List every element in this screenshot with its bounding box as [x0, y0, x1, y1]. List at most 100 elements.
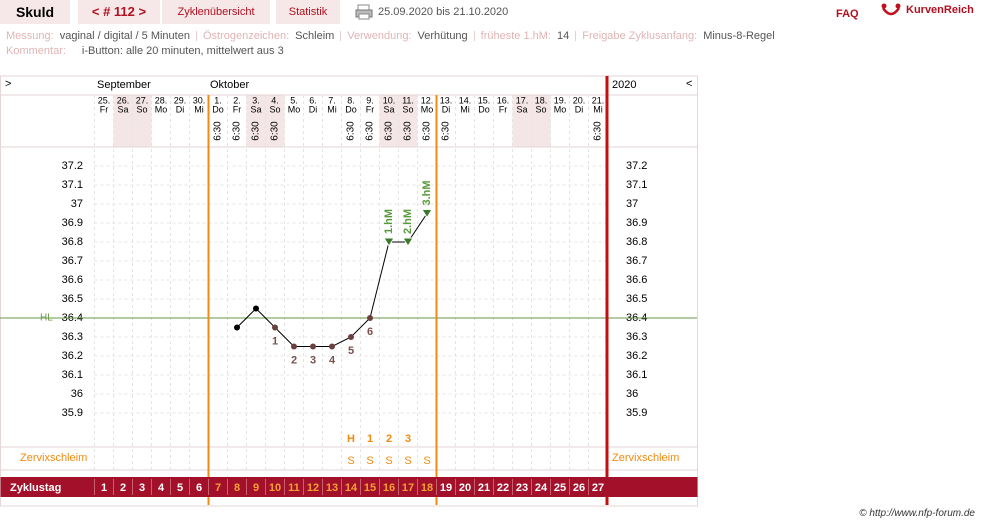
- cycle-day: 20: [459, 482, 471, 494]
- measure-time: 6:30: [251, 121, 262, 141]
- y-tick-label: 37.2: [626, 160, 647, 172]
- footer: © http://www.nfp-forum.de: [859, 508, 975, 519]
- measure-time: 6:30: [441, 121, 452, 141]
- month-label: Oktober: [210, 79, 249, 91]
- weekend-shade: [379, 95, 399, 147]
- weekday: Mo: [554, 104, 567, 114]
- weekend-shade: [265, 95, 285, 147]
- faq-link[interactable]: FAQ: [836, 8, 859, 20]
- measure-time: 6:30: [593, 121, 604, 141]
- y-tick-label: 36.3: [626, 331, 647, 343]
- cycle-day-bar: [0, 477, 698, 497]
- nav-left[interactable]: >: [5, 78, 11, 90]
- cycle-day: 12: [307, 482, 319, 494]
- tab[interactable]: Statistik: [276, 0, 340, 24]
- temperature-point: [310, 343, 316, 350]
- low-label: 2: [291, 354, 297, 366]
- cycle-day: 17: [402, 482, 414, 494]
- y-tick-label: 37.1: [626, 179, 647, 191]
- year-label: 2020: [612, 79, 636, 91]
- day-number: 19.: [554, 95, 567, 105]
- cover-line-label: HL: [40, 313, 53, 324]
- weekday: Sa: [250, 104, 261, 114]
- day-number: 6.: [309, 95, 317, 105]
- day-number: 1.: [214, 95, 222, 105]
- info-value: Verhütung: [417, 30, 468, 42]
- cycle-day: 21: [478, 482, 490, 494]
- y-tick-label: 36.8: [62, 236, 83, 248]
- cycle-day: 5: [177, 482, 183, 494]
- chart-name: Skuld: [0, 0, 70, 24]
- y-tick-label: 35.9: [626, 407, 647, 419]
- date-range: 25.09.2020 bis 21.10.2020: [378, 6, 509, 18]
- day-number: 14.: [459, 95, 472, 105]
- y-tick-label: 37: [626, 198, 638, 210]
- peak-label: 3: [405, 433, 411, 445]
- measure-time: 6:30: [365, 121, 376, 141]
- print-icon[interactable]: [355, 4, 373, 20]
- temperature-point: [348, 334, 354, 340]
- day-number: 27.: [136, 95, 149, 105]
- temperature-point: [367, 315, 373, 321]
- info-value: 14: [557, 30, 570, 42]
- cycle-day: 4: [158, 482, 165, 494]
- temperature-point: [253, 305, 259, 312]
- info-label: Messung:: [6, 30, 54, 42]
- day-number: 16.: [497, 95, 510, 105]
- cervix-label: Zervixschleim: [612, 452, 679, 464]
- weekday: Mi: [460, 104, 470, 114]
- weekday: So: [136, 104, 147, 114]
- high-label: 1.hM: [383, 209, 395, 234]
- y-tick-label: 36.2: [626, 350, 647, 362]
- weekday: Di: [176, 104, 185, 114]
- weekday: So: [402, 104, 413, 114]
- info-value: Minus-8-Regel: [703, 30, 775, 42]
- day-number: 25.: [98, 95, 111, 105]
- temperature-point: [329, 343, 335, 350]
- day-number: 18.: [535, 95, 548, 105]
- day-number: 20.: [573, 95, 586, 105]
- weekend-shade: [246, 95, 266, 147]
- day-number: 7.: [328, 95, 336, 105]
- cycle-day: 6: [196, 482, 202, 494]
- day-number: 26.: [117, 95, 130, 105]
- high-label: 3.hM: [421, 180, 433, 205]
- separator: [195, 31, 197, 42]
- cycle-day: 8: [234, 482, 240, 494]
- low-label: 3: [310, 354, 316, 366]
- cycle-day: 1: [101, 482, 107, 494]
- temperature-point: [234, 324, 240, 331]
- chart-frame: [0, 75, 698, 507]
- weekday: Do: [212, 104, 224, 114]
- logo[interactable]: KurvenReich: [906, 4, 974, 16]
- cycle-day: 22: [497, 482, 509, 494]
- day-number: 11.: [402, 95, 414, 105]
- info-label: Freigabe Zyklusanfang:: [582, 30, 698, 42]
- cervix-value: S: [423, 455, 430, 467]
- day-number: 3.: [252, 95, 260, 105]
- day-number: 10.: [383, 95, 396, 105]
- day-number: 30.: [193, 95, 206, 105]
- comment-line: Kommentar: i-Button: alle 20 minuten, mit…: [6, 45, 290, 57]
- low-label: 4: [329, 354, 336, 366]
- y-tick-label: 36.9: [626, 217, 647, 229]
- y-tick-label: 36.3: [62, 331, 83, 343]
- day-number: 2.: [233, 95, 241, 105]
- day-number: 29.: [174, 95, 187, 105]
- nav-right: <: [686, 78, 692, 90]
- measure-time: 6:30: [270, 121, 281, 141]
- y-tick-label: 36.7: [62, 255, 83, 267]
- info-value: vaginal / digital / 5 Minuten: [59, 30, 190, 42]
- cycle-nav[interactable]: < # 112 >: [78, 0, 160, 24]
- y-tick-label: 36.5: [62, 293, 83, 305]
- weekday: Mi: [327, 104, 337, 114]
- y-tick-label: 36.6: [62, 274, 83, 286]
- y-tick-label: 36.5: [626, 293, 647, 305]
- tab[interactable]: Zyklenübersicht: [162, 0, 270, 24]
- weekend-shade: [113, 95, 133, 147]
- weekday: So: [269, 104, 280, 114]
- weekday: Mi: [194, 104, 204, 114]
- temperature-point: [272, 324, 278, 331]
- cycle-day: 13: [326, 482, 338, 494]
- y-tick-label: 37.2: [62, 160, 83, 172]
